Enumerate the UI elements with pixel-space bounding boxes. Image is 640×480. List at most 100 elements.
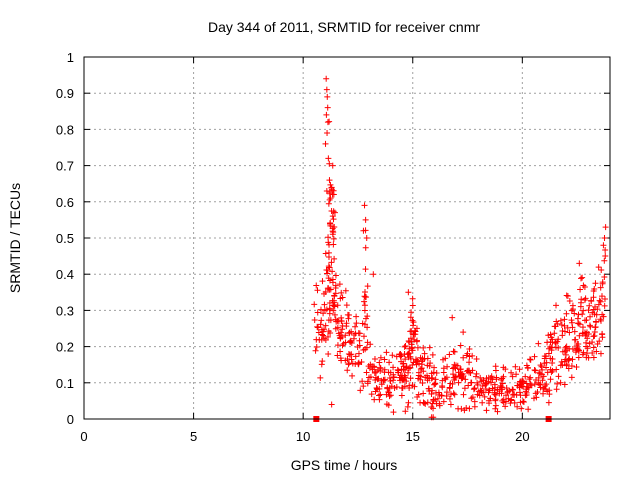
data-point xyxy=(371,370,378,377)
data-point xyxy=(387,378,394,385)
data-point xyxy=(328,184,335,191)
data-point xyxy=(347,351,354,358)
data-point xyxy=(402,356,409,363)
data-point xyxy=(338,289,345,296)
data-point xyxy=(428,391,435,398)
data-point xyxy=(450,374,457,381)
data-point xyxy=(591,311,598,318)
data-point xyxy=(516,389,523,396)
data-point xyxy=(317,306,324,313)
data-point xyxy=(387,392,394,399)
data-point xyxy=(429,387,436,394)
data-point xyxy=(558,358,565,365)
data-point xyxy=(371,396,378,403)
data-point xyxy=(323,75,330,82)
data-point xyxy=(528,382,535,389)
data-point xyxy=(326,264,333,271)
data-point xyxy=(417,354,424,361)
data-point xyxy=(407,328,414,335)
y-tick-label: 0.6 xyxy=(56,195,74,210)
data-point xyxy=(553,302,560,309)
data-point xyxy=(598,293,605,300)
data-point xyxy=(466,345,473,352)
data-point xyxy=(457,366,464,373)
data-point xyxy=(555,344,562,351)
data-point xyxy=(583,354,590,361)
data-point xyxy=(322,322,329,329)
data-point xyxy=(583,317,590,324)
data-point xyxy=(446,351,453,358)
data-point xyxy=(585,307,592,314)
data-point xyxy=(314,323,321,330)
data-point xyxy=(314,309,321,316)
data-point xyxy=(327,220,334,227)
data-point xyxy=(396,351,403,358)
data-point xyxy=(596,297,603,304)
data-point xyxy=(562,351,569,358)
data-point xyxy=(511,399,518,406)
data-point xyxy=(559,362,566,369)
data-point xyxy=(563,292,570,299)
data-point xyxy=(324,93,331,100)
data-point xyxy=(406,382,413,389)
data-point xyxy=(390,409,397,416)
data-point xyxy=(362,266,369,273)
data-point xyxy=(485,378,492,385)
data-point xyxy=(330,307,337,314)
data-point xyxy=(602,253,609,260)
data-point xyxy=(569,302,576,309)
data-point xyxy=(434,395,441,402)
data-point xyxy=(362,244,369,251)
data-point xyxy=(364,283,371,290)
data-point xyxy=(542,353,549,360)
data-point xyxy=(336,281,343,288)
data-point xyxy=(566,297,573,304)
data-point xyxy=(348,340,355,347)
data-point xyxy=(362,216,369,223)
data-point xyxy=(450,348,457,355)
data-point xyxy=(474,381,481,388)
y-tick-label: 0.3 xyxy=(56,303,74,318)
data-point xyxy=(545,332,552,339)
data-point xyxy=(331,255,338,262)
data-point xyxy=(381,356,388,363)
data-point xyxy=(446,395,453,402)
data-point xyxy=(586,302,593,309)
data-point xyxy=(509,386,516,393)
data-point xyxy=(503,384,510,391)
data-point xyxy=(402,408,409,415)
data-point xyxy=(317,374,324,381)
data-point xyxy=(413,361,420,368)
data-point xyxy=(352,323,359,330)
data-point xyxy=(359,320,366,327)
data-point xyxy=(322,250,329,257)
data-point xyxy=(532,367,539,374)
data-point xyxy=(356,342,363,349)
data-point xyxy=(525,406,532,413)
data-point xyxy=(360,383,367,390)
data-point xyxy=(458,374,465,381)
data-point xyxy=(588,298,595,305)
data-point xyxy=(439,377,446,384)
data-point xyxy=(561,381,568,388)
data-point xyxy=(524,365,531,372)
y-tick-label: 0.7 xyxy=(56,159,74,174)
data-point xyxy=(376,359,383,366)
data-point xyxy=(472,373,479,380)
data-point xyxy=(463,404,470,411)
data-point xyxy=(326,177,333,184)
data-point xyxy=(337,348,344,355)
data-point xyxy=(454,362,461,369)
data-point xyxy=(561,322,568,329)
data-point xyxy=(583,329,590,336)
data-point xyxy=(460,354,467,361)
data-point xyxy=(346,329,353,336)
data-point xyxy=(575,340,582,347)
data-point xyxy=(344,367,351,374)
data-point xyxy=(541,360,548,367)
data-point xyxy=(470,386,477,393)
data-point xyxy=(330,299,337,306)
data-point xyxy=(329,268,336,275)
data-point xyxy=(361,293,368,300)
data-point xyxy=(370,271,377,278)
